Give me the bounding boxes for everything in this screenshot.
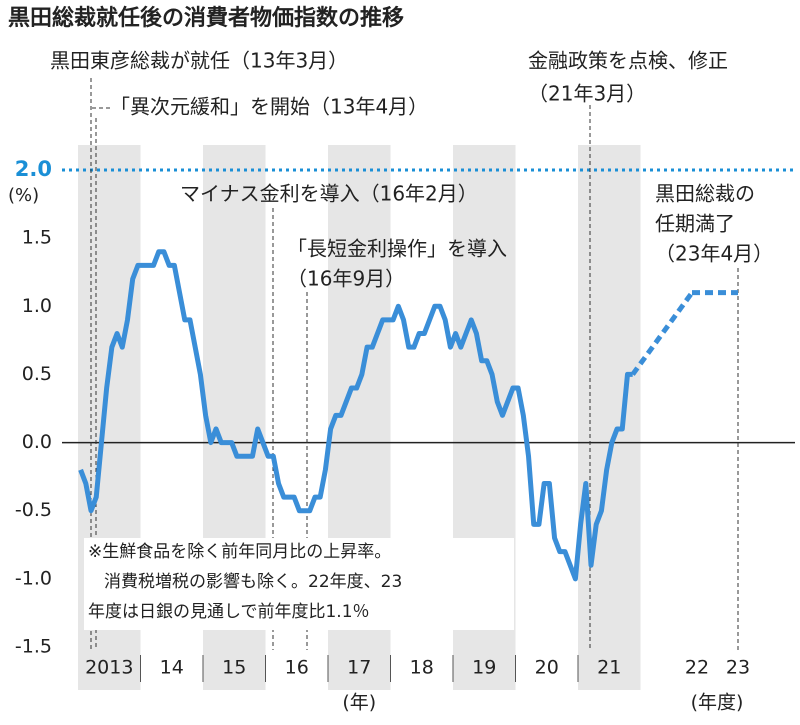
x-tick-label: 16 [285, 657, 309, 679]
forecast-connector [630, 291, 695, 376]
x-tick-label: 20 [535, 657, 559, 679]
annotation: （23年4月） [655, 242, 773, 266]
data-line [78, 249, 633, 582]
y-tick-label: 1.5 [22, 227, 52, 249]
note-text: 消費税増税の影響も除く。22年度、23 [104, 572, 402, 592]
y-tick-label: -1.0 [15, 567, 52, 589]
fiscal-tick-label: 22 [685, 657, 709, 679]
note-text: 年度は日銀の見通しで前年度比1.1％ [88, 602, 370, 622]
annotation: 「異次元緩和」を開始（13年4月） [110, 95, 428, 119]
annotation: （16年9月） [287, 267, 405, 291]
y-tick-label: 0.5 [22, 363, 52, 385]
annotation: 任期満了 [655, 212, 735, 236]
chart-title: 黒田総裁就任後の消費者物価指数の推移 [8, 5, 404, 31]
y-tick-label: 0.0 [22, 431, 52, 453]
y-tick-label: 2.0 [15, 157, 52, 181]
x-axis-label: (年) [342, 692, 376, 714]
x-tick-label: 2013 [85, 657, 133, 679]
y-tick-label: -0.5 [15, 499, 52, 521]
x-tick-label: 18 [410, 657, 434, 679]
x-tick-label: 15 [222, 657, 246, 679]
annotation: マイナス金利を導入（16年2月） [180, 182, 478, 206]
x-tick-label: 19 [472, 657, 496, 679]
note-box [84, 538, 514, 630]
x-tick-label: 14 [160, 657, 184, 679]
x-tick-label: 17 [347, 657, 371, 679]
y-unit: (%) [8, 185, 39, 206]
annotation: 「長短金利操作」を導入 [287, 237, 507, 261]
fiscal-tick-label: 23 [726, 657, 750, 679]
fiscal-axis-label: (年度) [691, 692, 744, 714]
x-tick-label: 21 [597, 657, 621, 679]
year-band [578, 145, 641, 690]
annotation: （21年3月） [528, 82, 646, 106]
note-text: ※生鮮食品を除く前年同月比の上昇率。 [88, 542, 391, 562]
annotation: 金融政策を点検、修正 [528, 49, 728, 73]
annotation: 黒田総裁の [655, 182, 755, 206]
y-tick-label: -1.5 [15, 636, 52, 658]
annotation: 黒田東彦総裁が就任（13年3月） [50, 49, 348, 73]
y-tick-label: 1.0 [22, 295, 52, 317]
